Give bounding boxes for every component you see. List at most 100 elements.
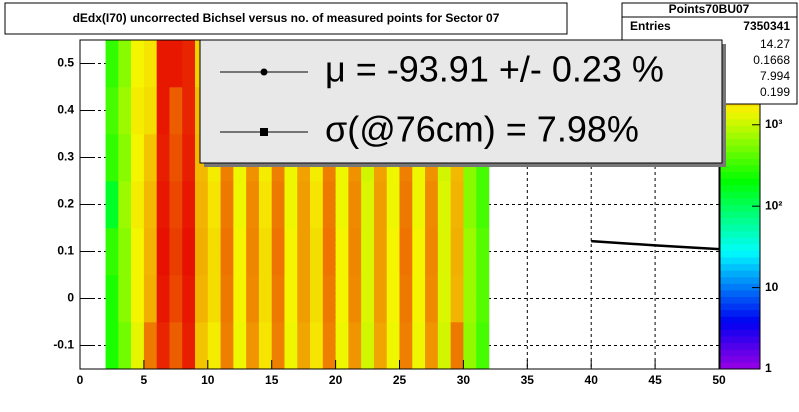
heat-cell <box>131 228 145 276</box>
heat-cell <box>399 275 413 323</box>
palette-step <box>720 165 760 172</box>
heat-cell <box>131 181 145 229</box>
heat-cell <box>297 275 311 323</box>
stats-title: Points70BU07 <box>669 2 750 16</box>
heat-cell <box>156 275 170 323</box>
heat-cell <box>437 181 451 229</box>
heat-cell <box>156 87 170 135</box>
heat-cell <box>118 228 132 276</box>
heat-cell <box>195 322 209 370</box>
heat-cell <box>105 134 119 182</box>
x-tick-label: 15 <box>265 373 279 387</box>
heat-cell <box>131 87 145 135</box>
heat-cell <box>437 228 451 276</box>
palette-step <box>720 257 760 265</box>
z-tick-label: 10³ <box>765 117 782 131</box>
heat-cell <box>131 134 145 182</box>
heat-cell <box>182 40 196 88</box>
heat-cell <box>258 322 272 370</box>
heat-cell <box>348 322 362 370</box>
palette-step <box>720 290 760 298</box>
palette-step <box>720 283 760 291</box>
heat-cell <box>373 181 388 229</box>
stats-value: 0.1668 <box>753 53 790 67</box>
heat-cell <box>258 275 272 323</box>
heat-cell <box>233 228 247 276</box>
heat-cell <box>143 181 157 229</box>
palette-step <box>720 151 760 159</box>
x-tick-label: 20 <box>329 373 343 387</box>
stats-value: 7.994 <box>760 69 790 83</box>
heat-cell <box>131 40 145 88</box>
heat-cell <box>335 228 349 276</box>
heat-cell <box>450 275 464 323</box>
heat-cell <box>335 322 349 370</box>
heat-cell <box>348 181 362 229</box>
heat-cell <box>463 181 477 229</box>
heat-cell <box>220 228 234 276</box>
heat-cell <box>156 322 170 370</box>
x-tick-label: 45 <box>648 373 662 387</box>
heat-cell <box>258 228 272 276</box>
heat-cell <box>169 134 183 182</box>
legend-text: μ = -93.91 +/- 0.23 % <box>325 49 664 90</box>
heat-cell <box>361 181 375 229</box>
heat-cell <box>105 40 119 88</box>
heat-cell <box>131 275 145 323</box>
heat-cell <box>207 275 221 323</box>
heat-cell <box>118 134 132 182</box>
stats-value: 14.27 <box>760 37 790 51</box>
heat-cell <box>105 181 119 229</box>
heat-cell <box>399 322 413 370</box>
heat-cell <box>463 275 477 323</box>
heat-cell <box>169 228 183 276</box>
x-tick-label: 5 <box>141 373 148 387</box>
heat-cell <box>399 228 413 276</box>
heat-cell <box>361 275 375 323</box>
stats-value: 0.199 <box>760 85 790 99</box>
heat-cell <box>143 322 157 370</box>
heat-cell <box>207 228 221 276</box>
heat-cell <box>425 228 439 276</box>
heat-cell <box>322 322 336 370</box>
palette-step <box>720 309 760 317</box>
heat-cell <box>220 275 234 323</box>
heat-cell <box>182 275 196 323</box>
y-tick-label: 0.2 <box>57 197 74 211</box>
heat-cell <box>335 181 349 229</box>
x-tick-label: 30 <box>457 373 471 387</box>
heat-cell <box>118 322 132 370</box>
heat-cell <box>348 228 362 276</box>
palette-step <box>720 362 760 370</box>
heat-cell <box>450 322 464 370</box>
heat-cell <box>348 275 362 323</box>
heat-cell <box>207 322 221 370</box>
heat-cell <box>105 275 119 323</box>
heat-cell <box>450 228 464 276</box>
heat-cell <box>143 228 157 276</box>
heat-cell <box>182 181 196 229</box>
palette-step <box>720 145 760 153</box>
palette-step <box>720 322 760 330</box>
stats-label: Entries <box>630 19 671 33</box>
heat-cell <box>373 322 388 370</box>
heat-cell <box>297 228 311 276</box>
heat-cell <box>373 275 388 323</box>
heat-cell <box>425 322 439 370</box>
heat-cell <box>335 275 349 323</box>
heat-cell <box>156 134 170 182</box>
heat-cell <box>310 322 324 370</box>
x-tick-label: 40 <box>585 373 599 387</box>
palette-step <box>720 105 760 113</box>
palette-step <box>720 276 760 284</box>
palette-step <box>720 204 760 212</box>
heat-cell <box>476 275 490 323</box>
z-tick-label: 1 <box>765 361 772 375</box>
heat-cell <box>284 322 298 370</box>
palette-step <box>720 171 760 179</box>
heat-cell <box>297 322 311 370</box>
heat-cell <box>105 228 119 276</box>
heat-cell <box>386 181 400 229</box>
legend-entries: μ = -93.91 +/- 0.23 % σ(@76cm) = 7.98% <box>220 49 664 150</box>
